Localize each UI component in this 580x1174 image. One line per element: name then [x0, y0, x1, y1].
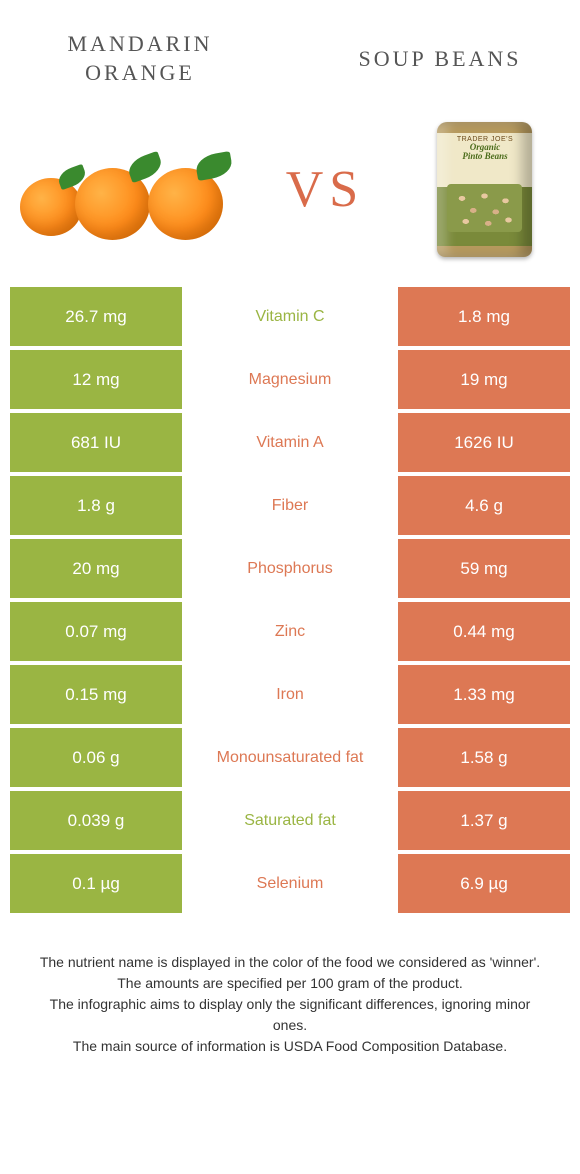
header: MANDARIN ORANGE SOUP BEANS: [0, 0, 580, 107]
table-row: 681 IUVitamin A1626 IU: [10, 413, 570, 472]
nutrient-label: Monounsaturated fat: [182, 728, 398, 787]
value-right: 1.8 mg: [398, 287, 570, 346]
comparison-table: 26.7 mgVitamin C1.8 mg12 mgMagnesium19 m…: [0, 287, 580, 913]
can-beans-icon: [447, 184, 522, 232]
value-left: 12 mg: [10, 350, 182, 409]
value-right: 1626 IU: [398, 413, 570, 472]
table-row: 20 mgPhosphorus59 mg: [10, 539, 570, 598]
nutrient-label: Selenium: [182, 854, 398, 913]
nutrient-label: Vitamin A: [182, 413, 398, 472]
table-row: 1.8 gFiber4.6 g: [10, 476, 570, 535]
table-row: 0.1 µgSelenium6.9 µg: [10, 854, 570, 913]
vs-text: VS: [286, 160, 364, 219]
value-left: 0.1 µg: [10, 854, 182, 913]
nutrient-label: Phosphorus: [182, 539, 398, 598]
footer-line: The amounts are specified per 100 gram o…: [35, 973, 545, 994]
mandarin-image: [20, 120, 230, 260]
value-left: 0.07 mg: [10, 602, 182, 661]
table-row: 26.7 mgVitamin C1.8 mg: [10, 287, 570, 346]
images-row: VS TRADER JOE'S Organic Pinto Beans: [0, 107, 580, 287]
value-right: 4.6 g: [398, 476, 570, 535]
value-left: 0.06 g: [10, 728, 182, 787]
title-right: SOUP BEANS: [340, 45, 540, 74]
value-right: 0.44 mg: [398, 602, 570, 661]
table-row: 0.15 mgIron1.33 mg: [10, 665, 570, 724]
value-right: 1.37 g: [398, 791, 570, 850]
can-product-2: Pinto Beans: [462, 152, 507, 161]
value-left: 0.15 mg: [10, 665, 182, 724]
table-row: 0.06 gMonounsaturated fat1.58 g: [10, 728, 570, 787]
footer-line: The main source of information is USDA F…: [35, 1036, 545, 1057]
value-left: 26.7 mg: [10, 287, 182, 346]
value-right: 59 mg: [398, 539, 570, 598]
table-row: 0.07 mgZinc0.44 mg: [10, 602, 570, 661]
value-left: 0.039 g: [10, 791, 182, 850]
value-right: 19 mg: [398, 350, 570, 409]
value-right: 6.9 µg: [398, 854, 570, 913]
footer-line: The nutrient name is displayed in the co…: [35, 952, 545, 973]
table-row: 12 mgMagnesium19 mg: [10, 350, 570, 409]
title-left: MANDARIN ORANGE: [40, 30, 240, 87]
value-right: 1.33 mg: [398, 665, 570, 724]
nutrient-label: Vitamin C: [182, 287, 398, 346]
nutrient-label: Iron: [182, 665, 398, 724]
table-row: 0.039 gSaturated fat1.37 g: [10, 791, 570, 850]
nutrient-label: Fiber: [182, 476, 398, 535]
footer-line: The infographic aims to display only the…: [35, 994, 545, 1036]
nutrient-label: Zinc: [182, 602, 398, 661]
value-left: 681 IU: [10, 413, 182, 472]
footer-notes: The nutrient name is displayed in the co…: [0, 917, 580, 1057]
nutrient-label: Saturated fat: [182, 791, 398, 850]
value-right: 1.58 g: [398, 728, 570, 787]
beans-can-image: TRADER JOE'S Organic Pinto Beans: [420, 122, 550, 257]
nutrient-label: Magnesium: [182, 350, 398, 409]
value-left: 20 mg: [10, 539, 182, 598]
value-left: 1.8 g: [10, 476, 182, 535]
